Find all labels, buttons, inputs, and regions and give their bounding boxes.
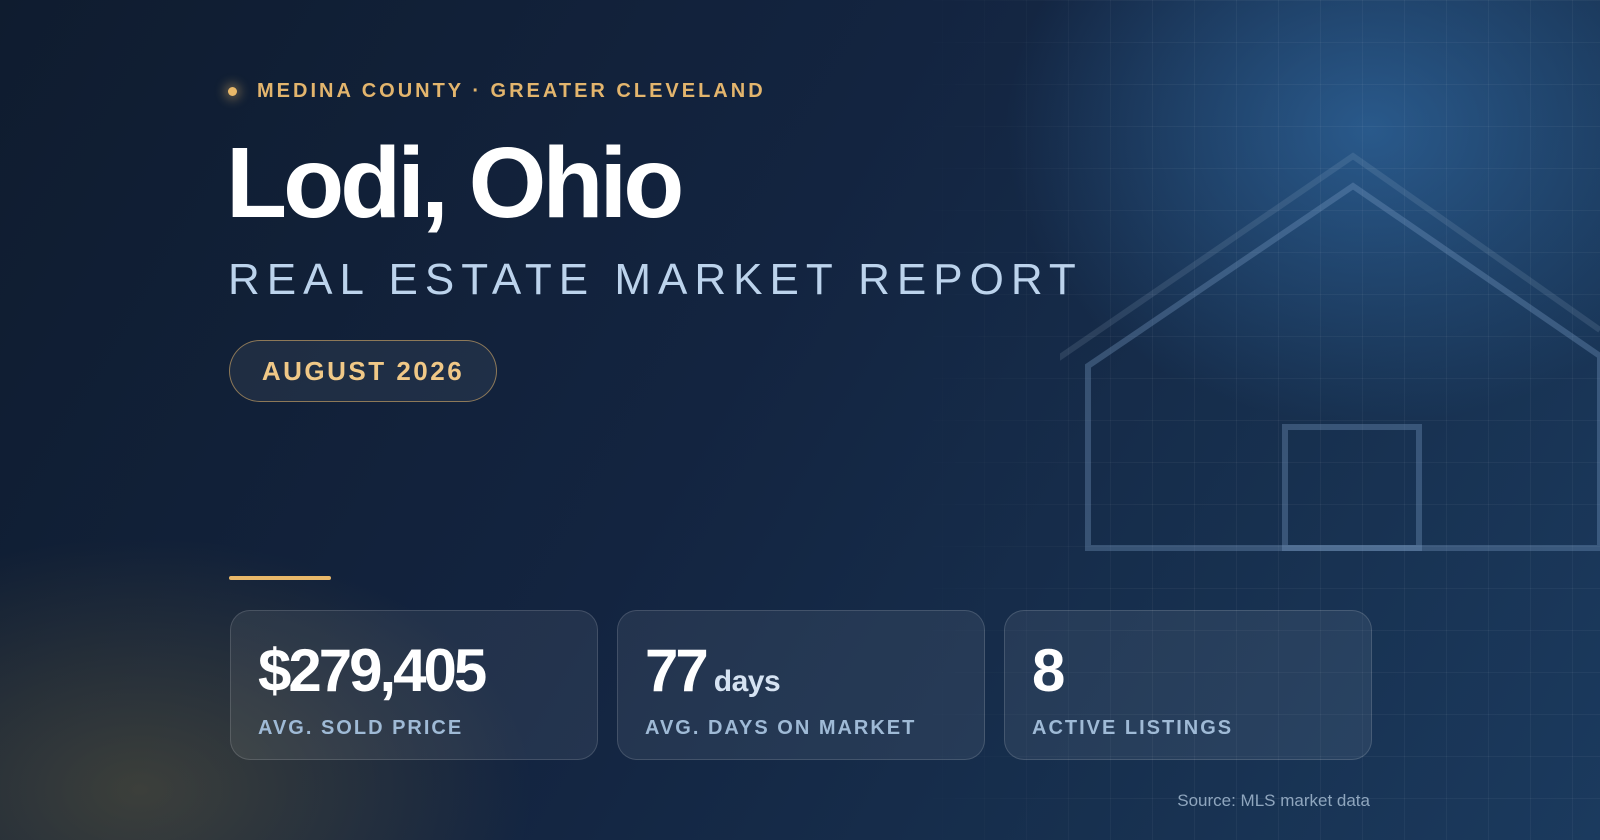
- stat-value: 8: [1032, 637, 1065, 704]
- report-period-label: AUGUST 2026: [261, 355, 465, 386]
- stat-label: AVG. SOLD PRICE: [258, 717, 464, 739]
- house-outline-icon: [1060, 152, 1600, 551]
- stat-card-avg-days-on-market: 77 days AVG. DAYS ON MARKET: [617, 610, 985, 760]
- region-label: MEDINA COUNTY · GREATER CLEVELAND: [257, 79, 766, 102]
- stat-value: $279,405: [258, 637, 487, 704]
- stat-value: 77: [645, 637, 709, 704]
- stat-unit: days: [713, 665, 781, 698]
- background-grid: [900, 0, 1600, 840]
- accent-divider: [229, 576, 331, 580]
- report-period-badge: AUGUST 2026: [229, 340, 497, 402]
- stat-card-active-listings: 8 ACTIVE LISTINGS: [1004, 610, 1372, 760]
- location-eyebrow: MEDINA COUNTY · GREATER CLEVELAND: [228, 80, 766, 102]
- eyebrow-dot-icon: [228, 86, 237, 96]
- report-subtitle: REAL ESTATE MARKET REPORT: [228, 255, 1083, 304]
- stat-card-avg-sold-price: $279,405 AVG. SOLD PRICE: [230, 610, 598, 760]
- source-note: Source: MLS market data: [1177, 791, 1370, 810]
- stat-label: AVG. DAYS ON MARKET: [645, 717, 917, 739]
- city-title: Lodi, Ohio: [226, 127, 684, 239]
- stat-label: ACTIVE LISTINGS: [1032, 717, 1234, 739]
